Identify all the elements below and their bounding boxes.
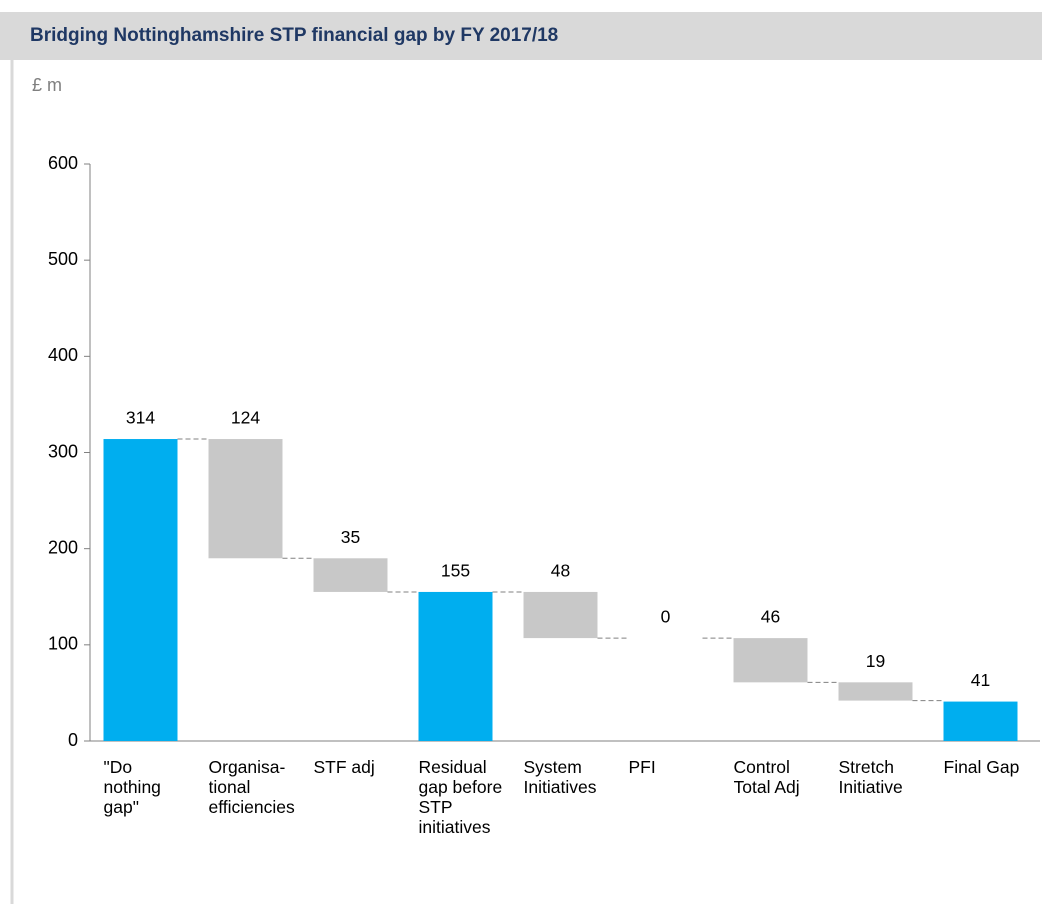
chart-title: Bridging Nottinghamshire STP financial g…	[30, 25, 558, 46]
x-tick-label: STF adj	[313, 757, 375, 777]
change-bar	[523, 591, 598, 639]
x-tick-label-box: Residual gap before STP initiatives	[418, 757, 503, 837]
change-bar	[838, 682, 913, 701]
x-tick-label: Residual gap before STP initiatives	[418, 757, 503, 837]
x-tick-label: PFI	[628, 757, 656, 777]
value-label: 124	[231, 408, 260, 428]
value-label: 46	[761, 607, 780, 627]
x-tick-label-box: Stretch Initiative	[838, 757, 903, 797]
y-tick-label: 600	[48, 153, 78, 173]
x-tick-label-box: Final Gap	[943, 757, 1020, 777]
y-tick-label: 100	[48, 634, 78, 654]
change-bar	[733, 638, 808, 683]
title-bar	[0, 12, 1042, 60]
x-tick-label: System Initiatives	[523, 757, 597, 797]
x-tick-label-box: "Do nothing gap"	[103, 757, 161, 817]
total-bar	[943, 701, 1018, 741]
x-tick-label-box: PFI	[628, 757, 656, 777]
unit-label: £ m	[32, 75, 62, 95]
value-label: 155	[441, 561, 470, 581]
y-tick-label: 300	[48, 441, 78, 461]
x-tick-label: Stretch Initiative	[838, 757, 903, 797]
value-label: 19	[866, 651, 885, 671]
y-tick-label: 500	[48, 249, 78, 269]
x-tick-label-box: Control Total Adj	[733, 757, 800, 797]
value-label: 48	[551, 561, 570, 581]
x-tick-label-box: System Initiatives	[523, 757, 597, 797]
value-label: 35	[341, 527, 360, 547]
y-tick-label: 0	[68, 730, 78, 750]
x-tick-label: Organisa-tional efficiencies	[208, 757, 295, 817]
value-label: 41	[971, 670, 990, 690]
y-tick-label: 200	[48, 537, 78, 557]
change-bar	[313, 558, 388, 592]
change-bar	[208, 439, 283, 559]
y-tick-label: 400	[48, 345, 78, 365]
value-label: 0	[661, 607, 671, 627]
total-bar	[418, 591, 493, 741]
x-tick-label: "Do nothing gap"	[103, 757, 161, 817]
x-tick-label-box: STF adj	[313, 757, 375, 777]
value-label: 314	[126, 408, 155, 428]
x-tick-label-box: Organisa-tional efficiencies	[208, 757, 295, 817]
total-bar	[103, 439, 178, 741]
x-tick-label: Control Total Adj	[733, 757, 800, 797]
x-tick-label: Final Gap	[943, 757, 1020, 777]
